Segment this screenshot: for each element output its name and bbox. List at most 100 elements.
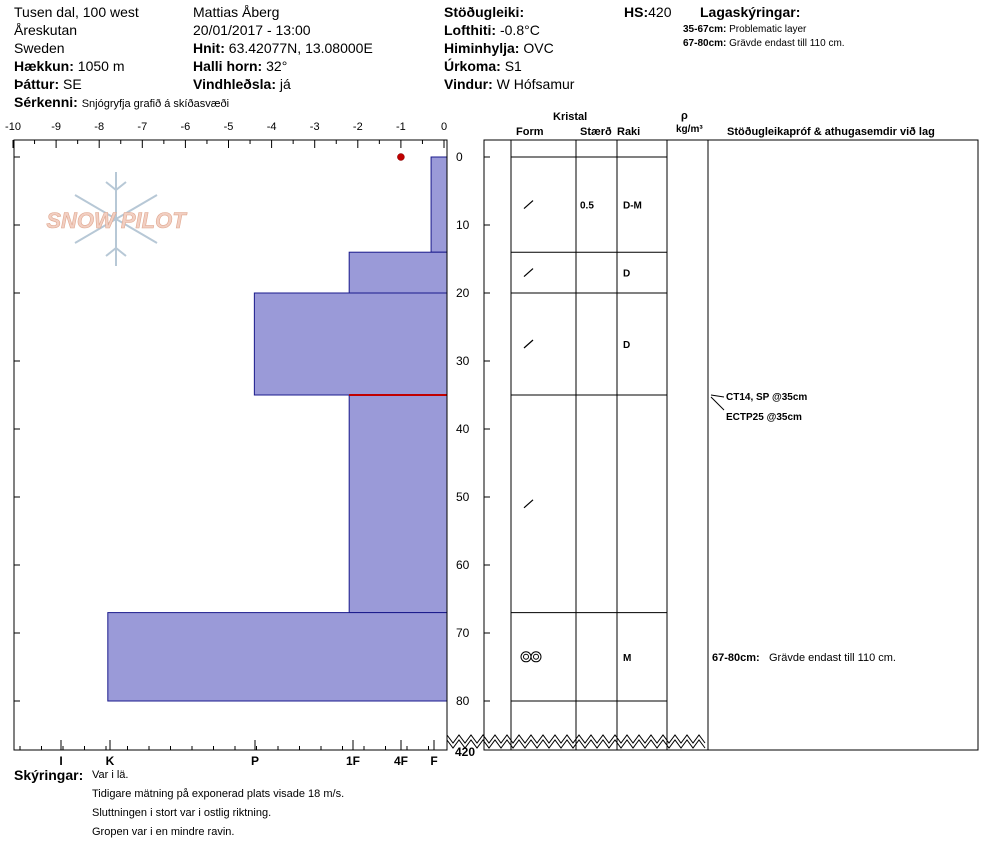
temp-tick-label: -8 (94, 121, 104, 133)
wind-row: Vindur: W Hófsamur (444, 76, 574, 92)
layer-note-1: 35-67cm: Problematic layer (683, 24, 806, 36)
location-country: Sweden (14, 40, 65, 56)
depth-tick-label: 50 (456, 490, 470, 504)
size-header: Stærð (580, 126, 612, 138)
airtemp-value: -0.8°C (499, 22, 540, 38)
profile-table: 0.5 D-M D D M CT14, SP @35cm ECTP25 @35cm 67-80… (446, 139, 979, 751)
grain-moisture-value: D (623, 340, 630, 351)
temp-tick-label: -5 (224, 121, 234, 133)
density-unit: kg/m³ (676, 124, 703, 135)
aspect-label: Þáttur: (14, 76, 60, 92)
test-pointer (710, 396, 725, 411)
hs-row: HS:420 (624, 4, 671, 20)
temp-tick-label: -3 (310, 121, 320, 133)
plot-frame (13, 139, 448, 751)
hardness-bar (348, 251, 448, 294)
windload-label: Vindhleðsla: (193, 76, 276, 92)
features-label: Sérkenni: (14, 94, 78, 110)
snowpilot-logo: SNOW PILOT (46, 172, 188, 266)
depth-tick-label: 80 (456, 694, 470, 708)
hardness-tick-label: P (251, 754, 259, 768)
aspect-value: SE (63, 76, 82, 92)
elevation-value: 1050 m (77, 58, 125, 74)
depth-break-zigzag (446, 734, 706, 744)
depth-tick-label: 70 (456, 626, 470, 640)
slope-value: 32° (266, 58, 288, 74)
location-name: Tusen dal, 100 west (14, 4, 139, 20)
wind-label: Vindur: (444, 76, 493, 92)
grain-moisture-value: D-M (623, 201, 642, 212)
precip-label: Úrkoma: (444, 58, 501, 74)
moisture-header: Raki (617, 126, 641, 138)
comments-label: Skýringar: (14, 767, 84, 783)
precip-row: Úrkoma: S1 (444, 58, 522, 74)
test-pointer (710, 394, 725, 398)
logo-text: SNOW PILOT (46, 208, 187, 233)
air-temperature-point (397, 153, 405, 161)
windload-value: já (279, 76, 291, 92)
temp-tick-label: -7 (137, 121, 147, 133)
coordinates-row: Hnit: 63.42077N, 13.08000E (193, 40, 373, 56)
comment-line: Gropen var i en mindre ravin. (92, 826, 235, 838)
stability-test-label: ECTP25 @35cm (726, 412, 802, 423)
observation-datetime: 20/01/2017 - 13:00 (193, 22, 311, 38)
layer-note-text: Problematic layer (729, 24, 807, 35)
grain-moisture-value: D (623, 269, 630, 280)
depth-bottom-label: 420 (455, 745, 475, 759)
hardness-tick-label: 4F (394, 754, 408, 768)
features-value: Snjógryfja grafið á skíðasvæði (81, 98, 230, 110)
features-row: Sérkenni: Snjógryfja grafið á skíðasvæði (14, 94, 229, 111)
coordinates-value: 63.42077N, 13.08000E (228, 40, 373, 56)
comment-line: Var i lä. (92, 769, 129, 781)
density-rho: ρ (681, 110, 688, 122)
depth-tick-label: 40 (456, 422, 470, 436)
hs-value: 420 (648, 4, 672, 20)
chart-axes: -10 -9 -8 -7 -6 -5 -4 -3 -2 -1 0010203040506070804… (5, 121, 490, 768)
grain-moisture-value: M (623, 653, 631, 664)
grain-form-icon (523, 499, 534, 509)
airtemp-row: Lofthiti: -0.8°C (444, 22, 540, 38)
sky-row: Himinhylja: OVC (444, 40, 554, 56)
temp-tick-label: -1 (396, 121, 406, 133)
hardness-tick-label: I (59, 754, 62, 768)
stability-test-label: CT14, SP @35cm (726, 392, 807, 403)
melt-form-icon (530, 651, 542, 663)
melt-form-icon (523, 653, 529, 660)
hardness-bar (253, 292, 448, 396)
depth-tick-label: 30 (456, 354, 470, 368)
hardness-bar (348, 394, 448, 614)
grain-form-icon (523, 339, 534, 349)
temp-tick-label: -6 (181, 121, 191, 133)
precip-value: S1 (504, 58, 522, 74)
melt-form-icon (533, 653, 539, 660)
hardness-bars (107, 153, 448, 702)
sky-label: Himinhylja: (444, 40, 520, 56)
elevation-label: Hækkun: (14, 58, 74, 74)
depth-tick-label: 10 (456, 218, 470, 232)
table-frame (483, 139, 979, 751)
depth-tick-label: 60 (456, 558, 470, 572)
layer-comment-range: 67-80cm: (712, 652, 760, 664)
temp-tick-label: -2 (353, 121, 363, 133)
comment-line: Tidigare mätning på exponerad plats visa… (92, 788, 345, 800)
layer-note-text: Grävde endast till 110 cm. (729, 38, 845, 49)
depth-tick-label: 20 (456, 286, 470, 300)
layer-note-range: 35-67cm: (683, 24, 727, 35)
hardness-tick-label: K (106, 754, 115, 768)
slope-label: Halli horn: (193, 58, 263, 74)
hardness-tick-label: 1F (346, 754, 360, 768)
crystal-header: Kristal (553, 111, 588, 123)
wind-value: W Hófsamur (496, 76, 575, 92)
aspect-row: Þáttur: SE (14, 76, 82, 92)
hardness-tick-label: F (430, 754, 437, 768)
temp-tick-label: -9 (51, 121, 61, 133)
hs-label: HS: (624, 4, 649, 20)
hardness-bar (107, 612, 448, 702)
elevation-row: Hækkun: 1050 m (14, 58, 125, 74)
depth-tick-label: 0 (456, 150, 463, 164)
hardness-bar (430, 156, 448, 253)
form-header: Form (516, 126, 544, 138)
grain-form-icon (523, 268, 534, 278)
location-area: Åreskutan (14, 22, 78, 38)
temp-tick-label: 0 (441, 121, 447, 133)
